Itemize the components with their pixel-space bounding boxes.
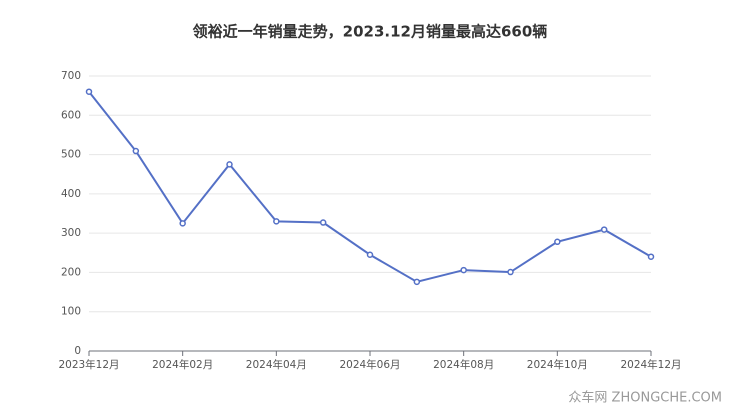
x-tick-label: 2023年12月 — [58, 358, 119, 371]
chart-title: 领裕近一年销量走势，2023.12月销量最高达660辆 — [192, 23, 548, 41]
y-tick-label: 600 — [61, 109, 81, 121]
point — [413, 278, 421, 286]
y-tick-label: 700 — [61, 70, 81, 82]
point — [366, 251, 374, 258]
x-tick-label: 2024年02月 — [152, 358, 213, 371]
point — [85, 88, 93, 95]
x-tick-label: 2024年06月 — [339, 358, 400, 371]
y-tick-label: 500 — [61, 149, 81, 161]
point — [179, 220, 186, 227]
point — [647, 253, 655, 260]
point — [460, 266, 467, 274]
point — [554, 238, 561, 246]
y-tick-label: 200 — [61, 266, 81, 278]
point — [507, 268, 514, 276]
point — [273, 218, 280, 225]
point — [226, 161, 233, 168]
point — [132, 147, 140, 155]
point — [319, 219, 327, 226]
y-tick-label: 100 — [61, 306, 81, 318]
x-tick-label: 2024年04月 — [246, 358, 307, 371]
x-tick-label: 2024年08月 — [433, 358, 494, 371]
y-tick-label: 0 — [74, 345, 81, 357]
watermark: 众车网 ZHONGCHE.COM — [568, 390, 722, 406]
point — [600, 226, 608, 233]
y-tick-label: 300 — [61, 227, 81, 239]
x-tick-label: 2024年10月 — [527, 358, 588, 371]
y-tick-label: 400 — [61, 188, 81, 200]
x-tick-label: 2024年12月 — [620, 358, 681, 371]
